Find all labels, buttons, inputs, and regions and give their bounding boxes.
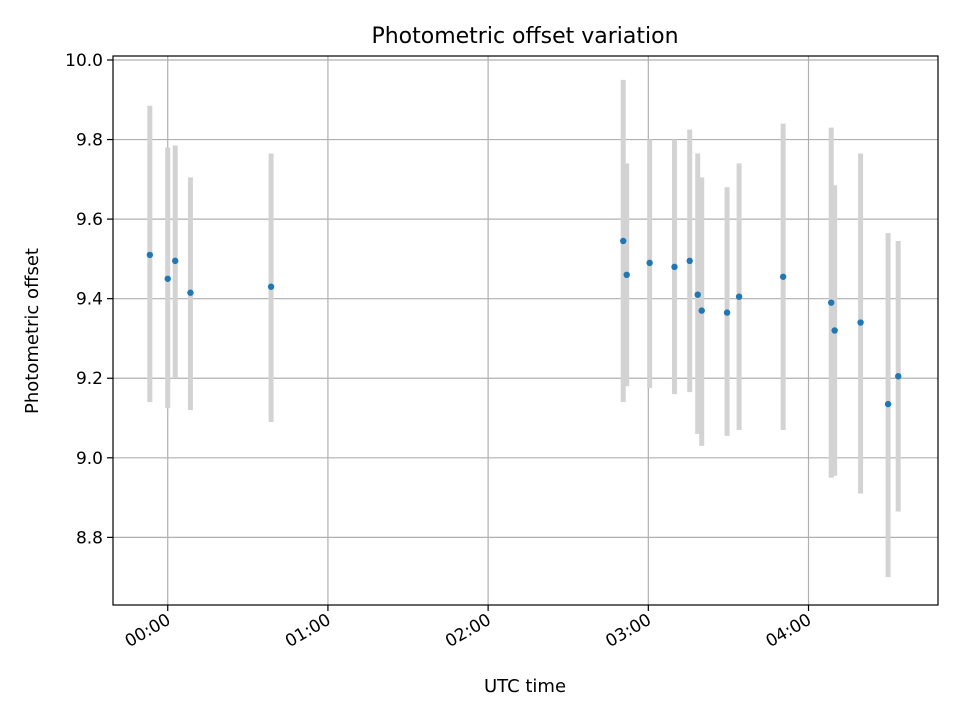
data-point	[735, 293, 743, 300]
y-axis-label: Photometric offset	[22, 248, 43, 414]
data-point	[620, 237, 627, 245]
data-point	[698, 307, 705, 314]
plot-frame	[112, 55, 939, 606]
data-point	[172, 257, 179, 265]
y-tick-label: 9.6	[76, 210, 103, 230]
data-point	[895, 373, 902, 380]
plot-area	[113, 56, 938, 605]
y-tick-label: 8.8	[76, 528, 103, 548]
data-point	[164, 275, 171, 282]
data-point	[187, 289, 194, 296]
data-point	[723, 309, 731, 316]
data-point	[828, 299, 835, 306]
x-axis-label: UTC time	[484, 676, 566, 697]
data-point	[686, 257, 693, 265]
data-point	[623, 271, 630, 279]
data-point	[694, 291, 701, 298]
data-point	[671, 263, 678, 271]
y-tick-label: 9.4	[76, 290, 103, 310]
data-point	[146, 251, 154, 259]
data-point	[884, 400, 892, 408]
data-point	[857, 319, 864, 326]
data-point	[831, 327, 838, 334]
data-point	[779, 273, 787, 280]
y-tick-label: 9.0	[76, 449, 103, 469]
data-points	[146, 237, 902, 408]
y-tick-label: 9.2	[76, 369, 103, 389]
data-point	[646, 259, 653, 267]
data-point	[267, 283, 275, 290]
y-tick-label: 10.0	[65, 51, 103, 71]
y-axis-ticks: 8.8 9.0 9.2 9.4 9.6 9.8 10.0	[65, 51, 113, 548]
chart-title: Photometric offset variation	[371, 24, 678, 49]
y-tick-label: 9.8	[76, 131, 103, 151]
